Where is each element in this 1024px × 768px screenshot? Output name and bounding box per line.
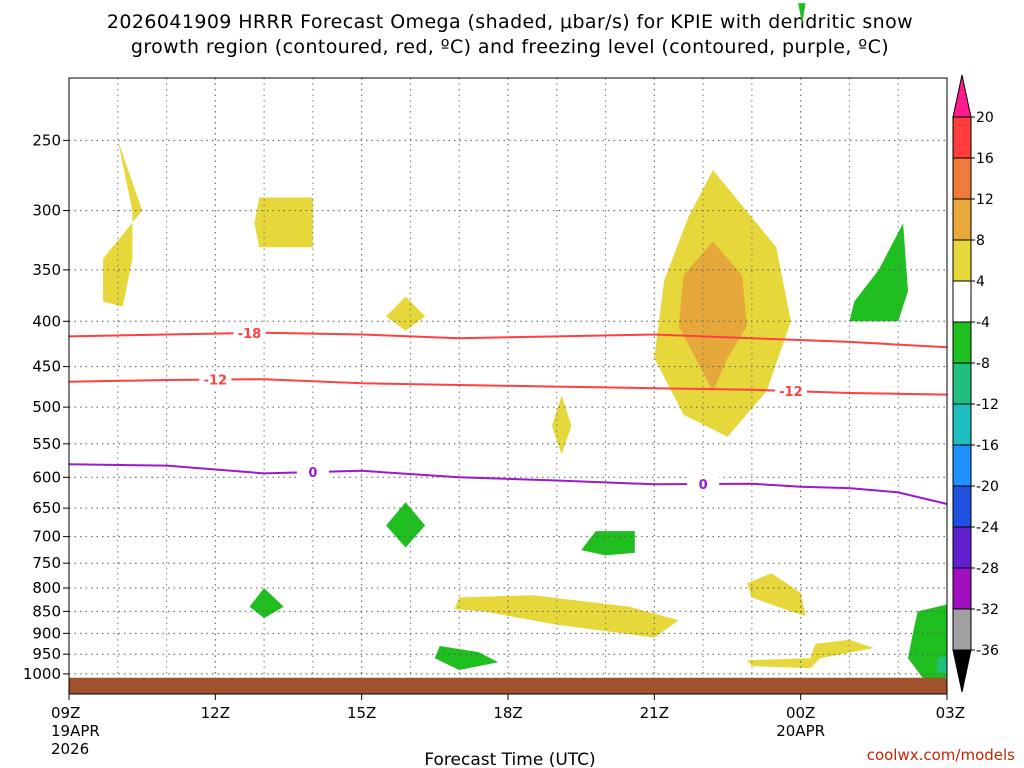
descent-17z-low-region xyxy=(434,646,499,670)
omega-shading-layer xyxy=(103,3,947,680)
y-tick-label-350: 350 xyxy=(32,261,61,279)
descent-20z-mid-region xyxy=(581,531,635,556)
colorbar-label--32: -32 xyxy=(976,602,999,618)
temperature-contours-layer: -18 -12 -12 0 0 xyxy=(68,324,948,505)
y-tick-label-250: 250 xyxy=(32,131,61,149)
ascent-24z-surface-region xyxy=(747,639,874,669)
colorbar-label--12: -12 xyxy=(976,397,999,413)
chart-title-line2: growth region (contoured, red, ºC) and f… xyxy=(131,36,889,58)
x-tick-year-09Z: 2026 xyxy=(51,740,89,758)
dgz-lower-label-bg xyxy=(199,371,232,388)
freezing-level-label: 0 xyxy=(308,466,317,481)
y-tick-label-650: 650 xyxy=(32,499,61,517)
colorbar-label-12: 12 xyxy=(976,192,994,208)
x-tick-label-09Z: 09Z xyxy=(51,704,80,722)
dgz-upper-label: -18 xyxy=(238,327,262,342)
colorbar-label--8: -8 xyxy=(976,356,990,372)
colorbar-box-20 xyxy=(952,116,972,159)
colorbar-label--28: -28 xyxy=(976,561,999,577)
colorbar-box--24 xyxy=(952,526,972,569)
colorbar-label-16: 16 xyxy=(976,151,994,167)
colorbar-label-20: 20 xyxy=(976,110,994,126)
ascent-2z-region xyxy=(103,140,143,307)
y-tick-label-750: 750 xyxy=(32,554,61,572)
y-tick-label-800: 800 xyxy=(32,579,61,597)
terrain-layer xyxy=(69,677,947,694)
colorbar-label-8: 8 xyxy=(976,233,985,249)
colorbar-box-4 xyxy=(952,280,972,323)
omega-colorbar: 20 16 12 8 4 -4 -8 -12 -16 -20 -24 -28 -32 -36 xyxy=(952,74,999,693)
colorbar-box--32 xyxy=(952,608,972,651)
y-tick-label-1000: 1000 xyxy=(23,665,61,683)
colorbar-box-16 xyxy=(952,157,972,200)
x-axis-label: Forecast Time (UTC) xyxy=(424,750,595,768)
ascent-23z-low-region xyxy=(747,573,806,616)
x-tick-sublabel-00Z: 20APR xyxy=(776,722,825,740)
y-tick-label-550: 550 xyxy=(32,435,61,453)
y-tick-label-500: 500 xyxy=(32,398,61,416)
dgz-upper-contour xyxy=(68,331,948,349)
y-tick-label-700: 700 xyxy=(32,528,61,546)
colorbar-label--16: -16 xyxy=(976,438,999,454)
colorbar-label--36: -36 xyxy=(976,643,999,659)
ascent-16z-region xyxy=(386,296,426,331)
ascent-low-band-region xyxy=(454,595,679,638)
colorbar-box--16 xyxy=(952,444,972,487)
credit-text[interactable]: coolwx.com/models xyxy=(867,746,1015,764)
y-tick-label-400: 400 xyxy=(32,312,61,330)
dgz-lower-label: -12 xyxy=(204,374,228,389)
dgz-lower-label: -12 xyxy=(779,385,803,400)
freezing-level-label-bg xyxy=(687,475,720,492)
colorbar-label--24: -24 xyxy=(976,520,999,536)
pressure-axis: 250 300 350 400 450 500 550 600 650 700 750 800 850 9… xyxy=(23,131,69,683)
x-tick-label-18Z: 18Z xyxy=(493,704,522,722)
x-tick-label-00Z: 00Z xyxy=(786,704,815,722)
colorbar-box--4 xyxy=(952,321,972,364)
descent-16z-mid-region xyxy=(386,502,426,548)
colorbar-box--20 xyxy=(952,485,972,528)
colorbar-box-8 xyxy=(952,239,972,282)
ascent-12z-region xyxy=(254,197,313,248)
terrain xyxy=(69,677,947,694)
dgz-lower-label-bg xyxy=(774,383,807,400)
y-tick-label-600: 600 xyxy=(32,468,61,486)
descent-26z-core-region xyxy=(937,656,947,674)
colorbar-label--4: -4 xyxy=(976,315,990,331)
freezing-level-label: 0 xyxy=(699,478,708,493)
dgz-upper-label-bg xyxy=(233,324,266,341)
descent-13z-low-region xyxy=(249,588,284,619)
ascent-22z-core-region xyxy=(678,241,747,392)
y-tick-label-300: 300 xyxy=(32,202,61,220)
colorbar-bottom-arrow xyxy=(952,649,972,693)
x-tick-label-12Z: 12Z xyxy=(201,704,230,722)
x-tick-label-03Z: 03Z xyxy=(936,704,965,722)
freezing-level-label-bg xyxy=(296,464,329,481)
colorbar-box-12 xyxy=(952,198,972,241)
ascent-19z-region xyxy=(551,395,572,455)
descent-26z-upper-region xyxy=(849,223,908,322)
y-tick-label-900: 900 xyxy=(32,624,61,642)
x-tick-sublabel-09Z: 19APR xyxy=(51,722,100,740)
descent-00z-top-region xyxy=(798,3,806,25)
colorbar-box--28 xyxy=(952,567,972,610)
colorbar-label-4: 4 xyxy=(976,274,985,290)
chart-title-line1: 2026041909 HRRR Forecast Omega (shaded, … xyxy=(107,11,913,33)
y-tick-label-950: 950 xyxy=(32,645,61,663)
y-tick-label-450: 450 xyxy=(32,358,61,376)
colorbar-box--12 xyxy=(952,403,972,446)
y-tick-label-850: 850 xyxy=(32,602,61,620)
freezing-level-contour xyxy=(68,463,948,505)
x-tick-label-21Z: 21Z xyxy=(640,704,669,722)
x-tick-label-15Z: 15Z xyxy=(347,704,376,722)
colorbar-box--8 xyxy=(952,362,972,405)
colorbar-label--20: -20 xyxy=(976,479,999,495)
